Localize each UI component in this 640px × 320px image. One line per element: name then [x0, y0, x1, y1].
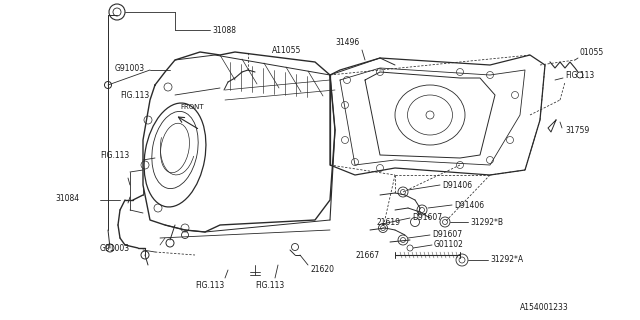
Text: D91607: D91607: [432, 229, 462, 238]
Text: 31292*A: 31292*A: [490, 255, 523, 265]
Text: FIG.113: FIG.113: [565, 70, 595, 79]
Text: 31496: 31496: [335, 37, 359, 46]
Text: FIG.113: FIG.113: [120, 91, 149, 100]
Text: 31084: 31084: [55, 194, 79, 203]
Text: 21619: 21619: [376, 218, 400, 227]
Text: 31759: 31759: [565, 125, 589, 134]
Text: G91003: G91003: [100, 244, 130, 252]
Text: 31088: 31088: [212, 26, 236, 35]
Text: 21667: 21667: [356, 251, 380, 260]
Text: G91003: G91003: [115, 63, 145, 73]
Text: FIG.113: FIG.113: [255, 281, 284, 290]
Text: D91406: D91406: [454, 201, 484, 210]
Text: FIG.113: FIG.113: [195, 281, 224, 290]
Text: 01055: 01055: [580, 47, 604, 57]
Text: A11055: A11055: [272, 45, 301, 54]
Text: FIG.113: FIG.113: [100, 150, 129, 159]
Text: G01102: G01102: [434, 239, 464, 249]
Text: 31292*B: 31292*B: [470, 218, 503, 227]
Text: D91607: D91607: [412, 212, 442, 221]
Text: D91406: D91406: [442, 180, 472, 189]
Text: 21620: 21620: [310, 266, 334, 275]
Text: FRONT: FRONT: [180, 104, 204, 110]
Text: A154001233: A154001233: [520, 303, 569, 313]
